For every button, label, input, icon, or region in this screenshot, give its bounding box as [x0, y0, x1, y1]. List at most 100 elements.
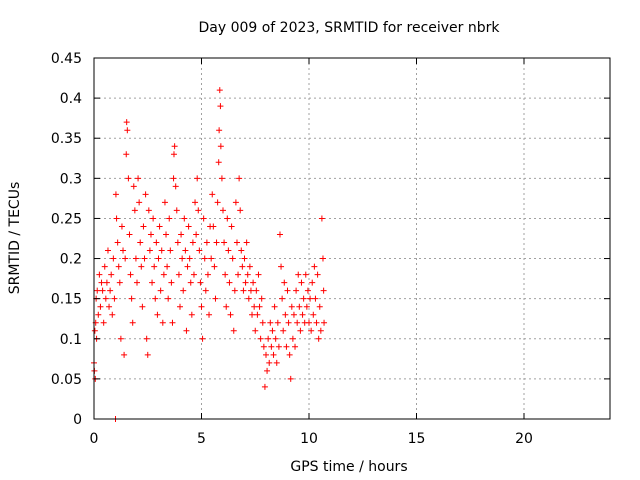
y-tick-label: 0.45 — [51, 51, 82, 67]
data-point — [256, 303, 263, 310]
data-point — [317, 327, 324, 334]
data-point — [266, 359, 273, 366]
data-point — [261, 383, 268, 390]
data-point — [289, 335, 296, 342]
data-point — [227, 311, 234, 318]
data-point — [251, 303, 258, 310]
data-point — [118, 223, 125, 230]
data-point — [217, 143, 224, 150]
data-point — [170, 175, 177, 182]
data-point — [255, 271, 262, 278]
y-tick-label: 0.4 — [60, 91, 82, 107]
data-point — [145, 207, 152, 214]
data-point — [202, 287, 209, 294]
data-point — [178, 231, 185, 238]
data-point — [111, 295, 118, 302]
data-point — [169, 319, 176, 326]
y-tick-label: 0.05 — [51, 372, 82, 388]
data-point — [123, 119, 130, 126]
data-point — [160, 271, 167, 278]
data-point — [282, 311, 289, 318]
data-point — [287, 375, 294, 382]
data-point — [198, 303, 205, 310]
data-point — [196, 247, 203, 254]
data-point — [146, 247, 153, 254]
data-point — [270, 351, 277, 358]
data-point — [209, 191, 216, 198]
data-point — [268, 343, 275, 350]
data-point — [120, 247, 127, 254]
data-point — [124, 127, 131, 134]
x-tick-label: 5 — [197, 431, 206, 447]
data-point — [223, 303, 230, 310]
data-point — [238, 247, 245, 254]
data-point — [246, 263, 253, 270]
data-point — [175, 271, 182, 278]
data-point — [103, 279, 110, 286]
data-point — [233, 239, 240, 246]
data-point — [307, 295, 314, 302]
data-point — [102, 295, 109, 302]
data-point — [221, 239, 228, 246]
data-point — [201, 255, 208, 262]
data-point — [263, 351, 269, 358]
data-point — [242, 279, 249, 286]
y-tick-label: 0.25 — [51, 211, 82, 227]
data-point — [107, 287, 114, 294]
data-point — [158, 247, 165, 254]
data-point — [247, 287, 254, 294]
data-point — [250, 279, 257, 286]
data-point — [164, 263, 171, 270]
data-point — [149, 279, 156, 286]
data-point — [252, 327, 259, 334]
data-point — [184, 263, 191, 270]
data-point — [249, 311, 256, 318]
data-point — [142, 191, 149, 198]
data-point — [100, 319, 107, 326]
plot-frame — [93, 57, 611, 420]
data-points — [91, 87, 328, 422]
data-point — [97, 303, 104, 310]
data-point — [106, 303, 113, 310]
x-axis-label: GPS time / hours — [290, 459, 407, 475]
data-point — [126, 231, 133, 238]
data-point — [320, 287, 327, 294]
data-point — [150, 215, 157, 222]
data-point — [199, 335, 206, 342]
data-point — [153, 239, 160, 246]
data-point — [172, 183, 179, 190]
data-point — [321, 319, 328, 326]
data-point — [110, 255, 117, 262]
data-point — [94, 287, 101, 294]
data-point — [271, 303, 278, 310]
data-point — [306, 319, 312, 326]
data-point — [99, 287, 106, 294]
data-point — [298, 279, 305, 286]
data-point — [143, 335, 150, 342]
data-point — [182, 247, 189, 254]
data-point — [299, 311, 306, 318]
data-point — [117, 335, 124, 342]
data-point — [285, 319, 292, 326]
data-point — [210, 223, 217, 230]
data-point — [212, 295, 219, 302]
data-point — [195, 207, 202, 214]
data-point — [116, 279, 123, 286]
data-point — [214, 199, 221, 206]
data-point — [174, 239, 181, 246]
data-point — [131, 207, 138, 214]
data-point — [259, 319, 266, 326]
data-point — [264, 367, 271, 374]
data-point — [203, 239, 210, 246]
data-point — [308, 327, 315, 334]
data-point — [269, 327, 276, 334]
data-point — [121, 351, 128, 358]
data-point — [104, 247, 111, 254]
data-point — [141, 255, 148, 262]
data-point — [281, 279, 288, 286]
data-point — [292, 343, 299, 350]
data-point — [310, 311, 317, 318]
data-point — [216, 87, 223, 94]
data-point — [309, 279, 316, 286]
